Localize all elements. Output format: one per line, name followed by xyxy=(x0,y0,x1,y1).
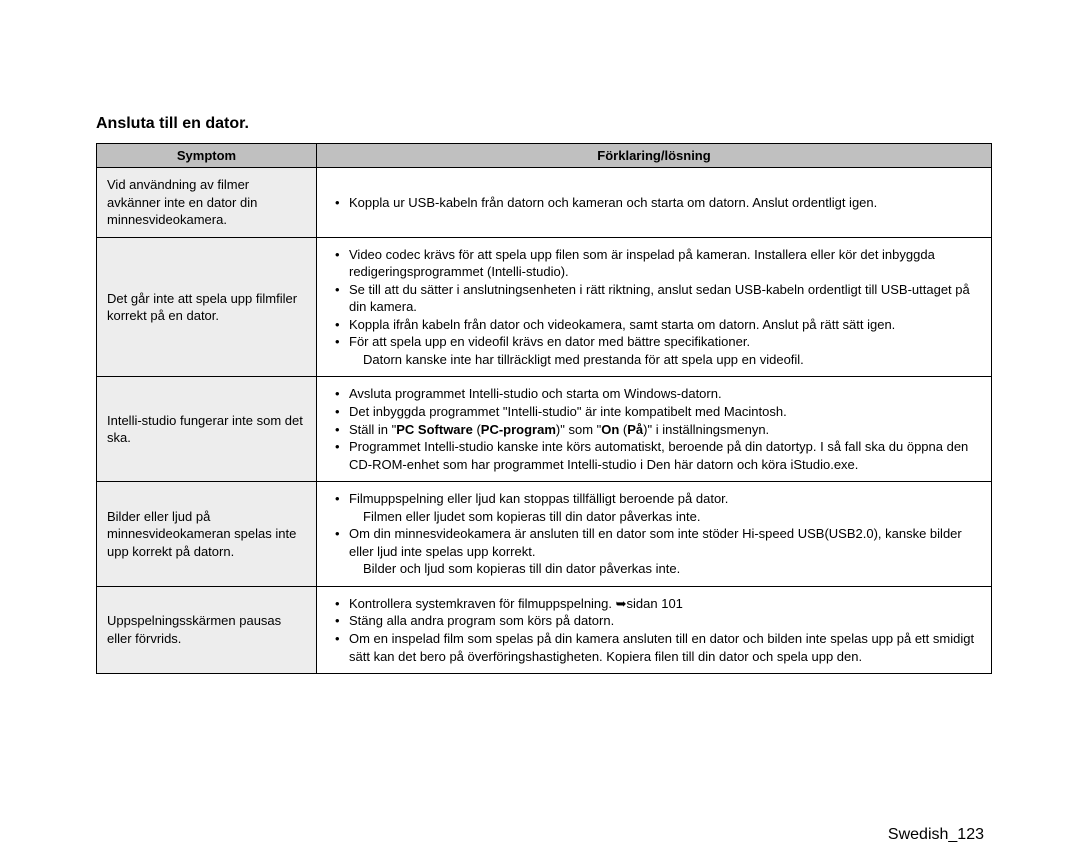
bold-text: På xyxy=(627,422,643,437)
bold-text: On xyxy=(601,422,619,437)
text: Kontrollera systemkraven för filmuppspel… xyxy=(349,596,616,611)
bullet: Avsluta programmet Intelli-studio och st… xyxy=(335,385,981,403)
bullet: Programmet Intelli-studio kanske inte kö… xyxy=(335,438,981,473)
bullet: Video codec krävs för att spela upp file… xyxy=(335,246,981,281)
bullet: Se till att du sätter i anslutningsenhet… xyxy=(335,281,981,316)
table-row: Intelli-studio fungerar inte som det ska… xyxy=(97,377,992,482)
bullet: För att spela upp en videofil krävs en d… xyxy=(335,333,981,368)
bullet-text: Om din minnesvideokamera är ansluten til… xyxy=(349,526,962,559)
bullet-subtext: Bilder och ljud som kopieras till din da… xyxy=(349,560,981,578)
header-solution: Förklaring/lösning xyxy=(317,144,992,168)
bold-text: PC-program xyxy=(481,422,556,437)
symptom-cell: Uppspelningsskärmen pausas eller förvrid… xyxy=(97,586,317,673)
bullet-text: För att spela upp en videofil krävs en d… xyxy=(349,334,750,349)
solution-cell: Avsluta programmet Intelli-studio och st… xyxy=(317,377,992,482)
arrow-right-icon: ➥ xyxy=(616,596,627,611)
page-content: Ansluta till en dator. Symptom Förklarin… xyxy=(96,115,992,674)
solution-cell: Kontrollera systemkraven för filmuppspel… xyxy=(317,586,992,673)
bullet: Koppla ifrån kabeln från dator och video… xyxy=(335,316,981,334)
page-footer: Swedish_123 xyxy=(888,826,984,844)
table-row: Vid användning av filmer avkänner inte e… xyxy=(97,168,992,238)
bullet: Kontrollera systemkraven för filmuppspel… xyxy=(335,595,981,613)
text: sidan 101 xyxy=(627,596,683,611)
header-symptom: Symptom xyxy=(97,144,317,168)
table-row: Det går inte att spela upp filmfiler kor… xyxy=(97,237,992,377)
bullet: Ställ in "PC Software (PC-program)" som … xyxy=(335,421,981,439)
symptom-cell: Det går inte att spela upp filmfiler kor… xyxy=(97,237,317,377)
bullet-subtext: Datorn kanske inte har tillräckligt med … xyxy=(349,351,981,369)
table-header-row: Symptom Förklaring/lösning xyxy=(97,144,992,168)
symptom-cell: Intelli-studio fungerar inte som det ska… xyxy=(97,377,317,482)
bullet: Koppla ur USB-kabeln från datorn och kam… xyxy=(335,194,981,212)
text: )" som " xyxy=(556,422,601,437)
solution-cell: Video codec krävs för att spela upp file… xyxy=(317,237,992,377)
section-title: Ansluta till en dator. xyxy=(96,115,992,133)
bullet-text: Filmuppspelning eller ljud kan stoppas t… xyxy=(349,491,728,506)
solution-cell: Filmuppspelning eller ljud kan stoppas t… xyxy=(317,482,992,587)
text: )" i inställningsmenyn. xyxy=(643,422,769,437)
symptom-cell: Bilder eller ljud på minnesvideokameran … xyxy=(97,482,317,587)
solution-cell: Koppla ur USB-kabeln från datorn och kam… xyxy=(317,168,992,238)
table-row: Bilder eller ljud på minnesvideokameran … xyxy=(97,482,992,587)
bold-text: PC Software xyxy=(396,422,473,437)
bullet: Filmuppspelning eller ljud kan stoppas t… xyxy=(335,490,981,525)
text: ( xyxy=(473,422,481,437)
troubleshooting-table: Symptom Förklaring/lösning Vid användnin… xyxy=(96,143,992,674)
text: Ställ in " xyxy=(349,422,396,437)
bullet: Det inbyggda programmet "Intelli-studio"… xyxy=(335,403,981,421)
bullet: Om en inspelad film som spelas på din ka… xyxy=(335,630,981,665)
symptom-cell: Vid användning av filmer avkänner inte e… xyxy=(97,168,317,238)
bullet: Stäng alla andra program som körs på dat… xyxy=(335,612,981,630)
bullet: Om din minnesvideokamera är ansluten til… xyxy=(335,525,981,578)
table-row: Uppspelningsskärmen pausas eller förvrid… xyxy=(97,586,992,673)
bullet-subtext: Filmen eller ljudet som kopieras till di… xyxy=(349,508,981,526)
